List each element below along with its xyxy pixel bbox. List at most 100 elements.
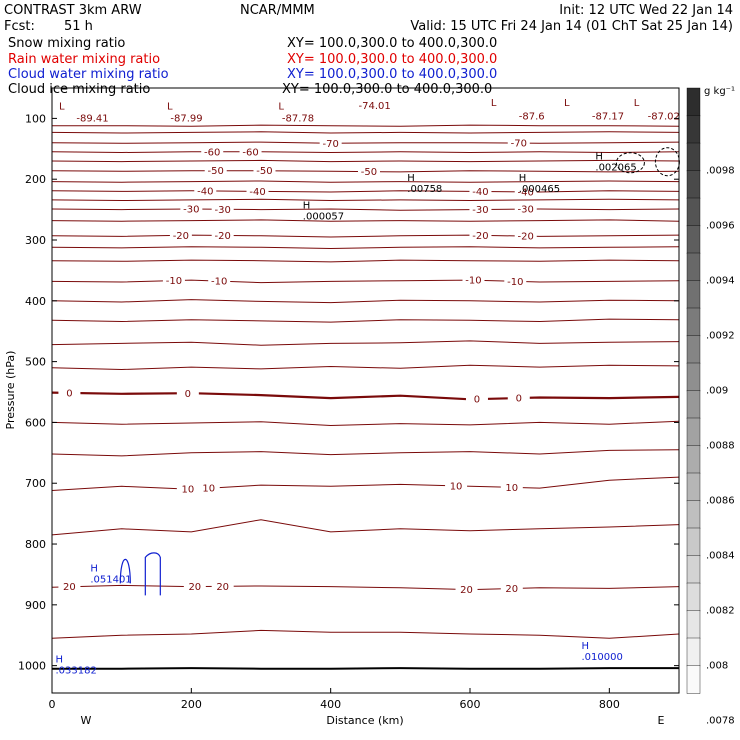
isotherm-line (51, 131, 680, 134)
contour-label: 20 (460, 585, 473, 596)
y-tick-label: 1000 (18, 660, 46, 673)
contour-label: 20 (216, 582, 229, 593)
contour-label: -20 (173, 231, 189, 242)
colorbar-level (686, 527, 701, 557)
init-time: Init: 12 UTC Wed 22 Jan 14 (559, 3, 733, 18)
contour-label: 20 (188, 582, 201, 593)
colorbar-tick-label: .008 (706, 661, 728, 672)
contour-label-bg (176, 388, 199, 399)
colorbar-tick-label: .0096 (706, 221, 735, 232)
isotherm-line-10 (51, 476, 680, 491)
contour-label-bg (500, 482, 523, 493)
y-tick-label: 500 (25, 356, 46, 369)
isotherm-line--30 (51, 208, 680, 211)
extremum-value: .000465 (519, 184, 560, 195)
x-tick-label: 600 (460, 698, 481, 711)
isotherm-line--10 (51, 279, 680, 284)
colorbar-level (686, 197, 701, 227)
contour-label-bg (469, 204, 492, 215)
contour-label-bg (194, 185, 217, 196)
contour-label: -40 (472, 187, 488, 198)
colorbar-level (686, 665, 701, 694)
y-tick-label: 800 (25, 538, 46, 551)
contour-label: -40 (197, 186, 213, 197)
isotherm-line (51, 629, 680, 639)
contour-label-bg (507, 138, 530, 149)
y-tick-label: 900 (25, 599, 46, 612)
contour-label-bg (514, 231, 537, 242)
contour-label-bg (504, 276, 527, 287)
contour-label-bg (465, 394, 488, 405)
contour-label: -10 (507, 277, 523, 288)
colorbar-level (686, 417, 701, 447)
contour-label-bg (500, 583, 523, 594)
high-marker: H (303, 200, 311, 211)
contour-label: -20 (472, 231, 488, 242)
colorbar-level (686, 500, 701, 529)
colorbar-tick-label: .0094 (706, 276, 735, 287)
contour-label: 0 (185, 389, 191, 400)
colorbar-level (686, 555, 701, 584)
isotherm-line--70 (51, 141, 680, 144)
isotherm-line-0 (51, 391, 680, 401)
field-legend: Snow mixing ratio XY= 100.0,300.0 to 400… (8, 36, 497, 97)
contour-label-bg (183, 581, 206, 592)
colorbar-tick-label: .0088 (706, 441, 735, 452)
isotherm-line (51, 420, 680, 427)
model-title: CONTRAST 3km ARW (4, 3, 142, 18)
contour-label: -30 (215, 205, 231, 216)
contour-label: -10 (465, 276, 481, 287)
contour-label-bg (197, 483, 220, 494)
cloud-water-contour (144, 552, 161, 596)
contour-label: 10 (181, 485, 194, 496)
isotherm-line (51, 198, 680, 202)
colorbar-unit: g kg⁻¹ (704, 86, 735, 97)
low-marker: L (634, 98, 640, 109)
colorbar-tick-label: .0082 (706, 606, 735, 617)
isotherm-line-20 (51, 584, 680, 591)
contour-label: 20 (63, 582, 76, 593)
low-marker: L (167, 101, 173, 112)
high-marker: H (519, 173, 527, 184)
colorbar-tick-label: .0092 (706, 331, 735, 342)
contour-label: -60 (242, 147, 258, 158)
y-tick-label: 600 (25, 416, 46, 429)
x-tick-label: 400 (320, 698, 341, 711)
x-tick-label: 200 (181, 698, 202, 711)
low-marker: L (564, 98, 570, 109)
ice-contour-label: -87.02 (648, 112, 680, 123)
field-xy-rain: XY= 100.0,300.0 to 400.0,300.0 (287, 52, 497, 67)
contour-label-bg (176, 484, 199, 495)
colorbar-level (686, 225, 701, 254)
contour-label: -40 (249, 187, 265, 198)
contour-label: -50 (208, 166, 224, 177)
low-marker: L (278, 101, 284, 112)
contour-label-bg (455, 584, 478, 595)
contour-label-bg (357, 166, 380, 177)
contour-label: -50 (256, 166, 272, 177)
extremum-value: .002065 (595, 163, 636, 174)
extremum-value: .010000 (581, 652, 622, 663)
ice-contour-label: -74.01 (359, 101, 391, 112)
contour-label-bg (169, 230, 192, 241)
colorbar-level (686, 280, 701, 309)
x-tick-label: 800 (599, 698, 620, 711)
extrema-markers: -74.01 -89.41 -87.99 -87.78 -87.6 -87.17 -87.0… (55, 98, 680, 677)
colorbar-level (686, 335, 701, 364)
colorbar-level (686, 472, 701, 502)
high-marker: H (90, 563, 98, 574)
contour-label-bg (211, 204, 234, 215)
extremum-value: .033182 (55, 666, 96, 677)
isotherm-line--20 (51, 234, 680, 238)
isotherm-line (51, 364, 680, 371)
ice-contour-label: -87.6 (519, 112, 545, 123)
contour-label-bg (462, 275, 485, 286)
contour-label: -30 (472, 205, 488, 216)
colorbar-level (686, 390, 701, 419)
colorbar-tick-label: .0098 (706, 166, 735, 177)
extremum-value: .000057 (303, 211, 344, 222)
contour-label-bg (445, 480, 468, 491)
contour-label-bg (246, 186, 269, 197)
